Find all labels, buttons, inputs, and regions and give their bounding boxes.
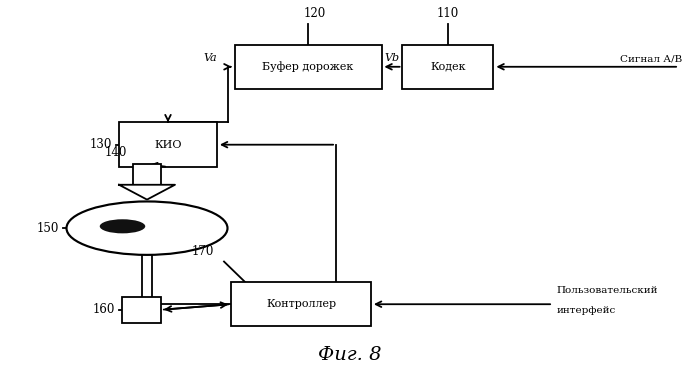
Bar [402,45,493,89]
Ellipse shape [99,219,146,233]
Text: 120: 120 [304,7,326,20]
Text: Пользовательский: Пользовательский [556,286,658,295]
Text: Кодек: Кодек [430,62,466,72]
Text: КИО: КИО [154,140,182,150]
Text: 170: 170 [192,245,214,258]
Text: 150: 150 [37,221,60,235]
Bar [234,45,382,89]
Text: 140: 140 [105,146,127,159]
Polygon shape [119,185,175,200]
Ellipse shape [66,201,228,255]
Text: Сигнал А/В: Сигнал А/В [620,54,682,63]
Text: 160: 160 [93,303,116,316]
Text: 130: 130 [90,138,112,151]
Text: интерфейс: интерфейс [556,306,616,315]
Bar [122,297,161,323]
Bar [133,164,161,185]
Text: 110: 110 [437,7,459,20]
Text: Va: Va [203,53,217,63]
Text: Vb: Vb [384,53,400,63]
Bar [231,282,371,326]
Bar [119,122,217,167]
Text: Буфер дорожек: Буфер дорожек [262,61,354,72]
Text: Фиг. 8: Фиг. 8 [318,345,382,364]
Text: Контроллер: Контроллер [266,299,336,309]
